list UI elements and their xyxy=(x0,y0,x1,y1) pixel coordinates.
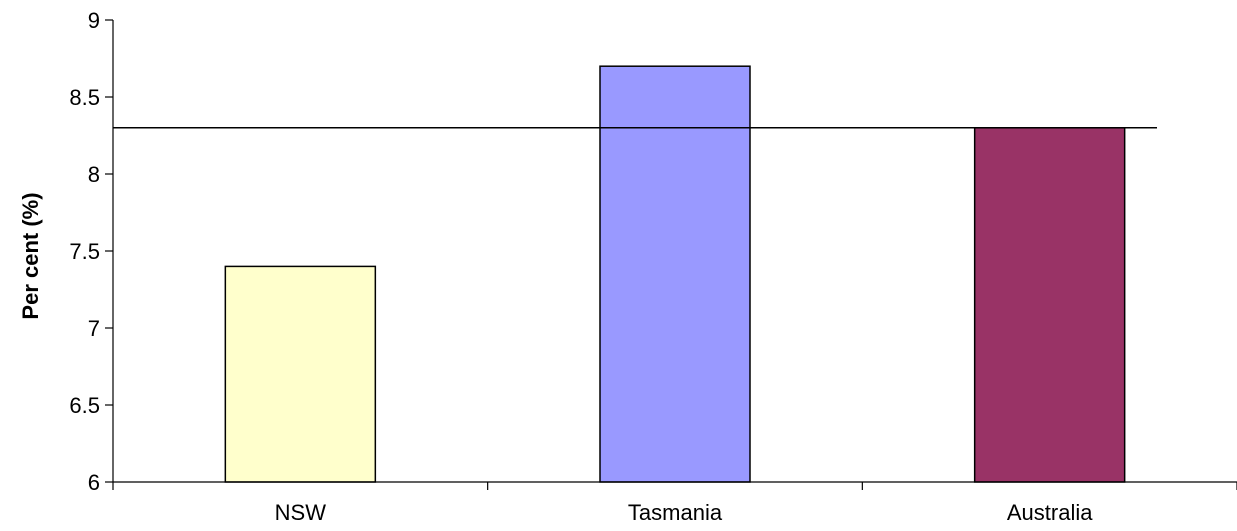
bar-nsw xyxy=(224,265,377,483)
category-label: NSW xyxy=(275,500,327,525)
y-tick-label: 6 xyxy=(88,470,100,495)
y-axis-ticks: 6 6.5 7 7.5 8 8.5 9 xyxy=(69,8,113,495)
y-tick-label: 7 xyxy=(88,316,100,341)
category-labels: NSW Tasmania Australia xyxy=(275,500,1094,525)
y-tick-label: 6.5 xyxy=(69,393,100,418)
category-label: Tasmania xyxy=(628,500,723,525)
y-tick-label: 7.5 xyxy=(69,239,100,264)
category-label: Australia xyxy=(1007,500,1093,525)
x-axis-ticks xyxy=(112,482,1237,490)
bar-tasmania xyxy=(599,65,751,483)
y-tick-label: 8.5 xyxy=(69,85,100,110)
y-tick-label: 8 xyxy=(88,162,100,187)
y-axis-title: Per cent (%) xyxy=(18,192,43,319)
bar-australia xyxy=(973,127,1126,483)
bars xyxy=(224,65,1126,483)
y-tick-label: 9 xyxy=(88,8,100,33)
